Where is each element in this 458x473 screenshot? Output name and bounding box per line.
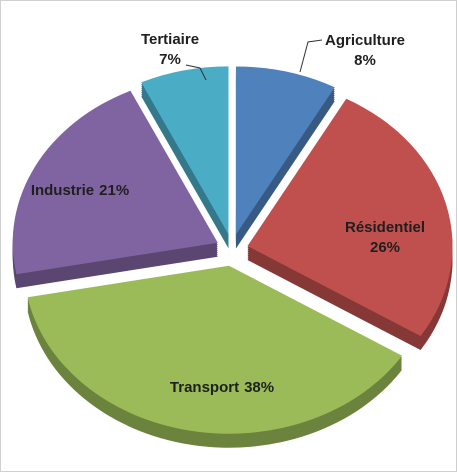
slice-label: Tertiaire 7% <box>141 31 199 68</box>
value-label: 7% <box>159 51 181 68</box>
category-label: Tertiaire <box>141 31 199 48</box>
value-label: 26% <box>370 239 400 256</box>
value-label: 8% <box>354 52 376 69</box>
slice <box>235 66 335 235</box>
labels: Agriculture 8% Résidentiel 26% Transport 38% I… <box>31 31 425 396</box>
slice-label: Industrie 21% <box>31 182 129 199</box>
category-label: Agriculture <box>325 32 405 49</box>
slice <box>247 98 453 337</box>
leader-line <box>185 64 207 81</box>
slice-label: Résidentiel 26% <box>345 219 425 256</box>
slice <box>141 66 229 235</box>
leader-line <box>299 39 323 73</box>
category-label: Résidentiel <box>345 219 425 236</box>
slice <box>27 265 403 434</box>
category-label: Transport <box>170 379 239 396</box>
pie <box>12 66 453 448</box>
slice-label: Agriculture 8% <box>325 32 405 69</box>
slice <box>12 90 218 275</box>
category-label: Industrie <box>31 182 94 199</box>
slice-label: Transport 38% <box>170 379 274 396</box>
value-label: 38% <box>244 379 274 396</box>
value-label: 21% <box>99 182 129 199</box>
